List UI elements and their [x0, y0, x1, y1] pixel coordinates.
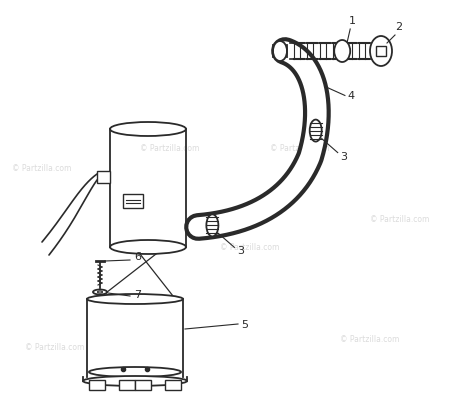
Ellipse shape: [206, 215, 219, 237]
Bar: [135, 380, 151, 390]
Text: 3: 3: [340, 151, 347, 161]
Bar: [97, 172, 110, 183]
Text: © Partzilla.com: © Partzilla.com: [220, 243, 280, 252]
Bar: [376, 47, 386, 57]
Text: 6: 6: [135, 252, 142, 261]
Ellipse shape: [87, 294, 183, 304]
Text: 5: 5: [241, 319, 248, 329]
Ellipse shape: [110, 241, 186, 254]
Text: 3: 3: [237, 246, 244, 256]
Text: © Partzilla.com: © Partzilla.com: [370, 215, 430, 224]
Ellipse shape: [273, 42, 287, 62]
Text: 1: 1: [349, 16, 356, 26]
Ellipse shape: [93, 290, 107, 295]
Text: 7: 7: [135, 289, 142, 299]
Ellipse shape: [83, 376, 187, 386]
Text: © Partzilla.com: © Partzilla.com: [340, 335, 400, 344]
Ellipse shape: [310, 120, 322, 142]
Bar: [123, 194, 143, 209]
Ellipse shape: [334, 41, 350, 63]
Text: © Partzilla.com: © Partzilla.com: [25, 343, 85, 352]
Ellipse shape: [89, 367, 181, 377]
Text: © Partzilla.com: © Partzilla.com: [12, 163, 72, 172]
Text: © Partzilla.com: © Partzilla.com: [140, 143, 200, 152]
Ellipse shape: [98, 291, 102, 293]
Text: 4: 4: [347, 91, 355, 101]
Text: 2: 2: [395, 22, 402, 32]
Bar: [165, 380, 181, 390]
Bar: [89, 380, 105, 390]
Ellipse shape: [370, 37, 392, 67]
Bar: [119, 380, 135, 390]
Text: © Partzilla.com: © Partzilla.com: [270, 143, 330, 152]
Ellipse shape: [110, 123, 186, 136]
